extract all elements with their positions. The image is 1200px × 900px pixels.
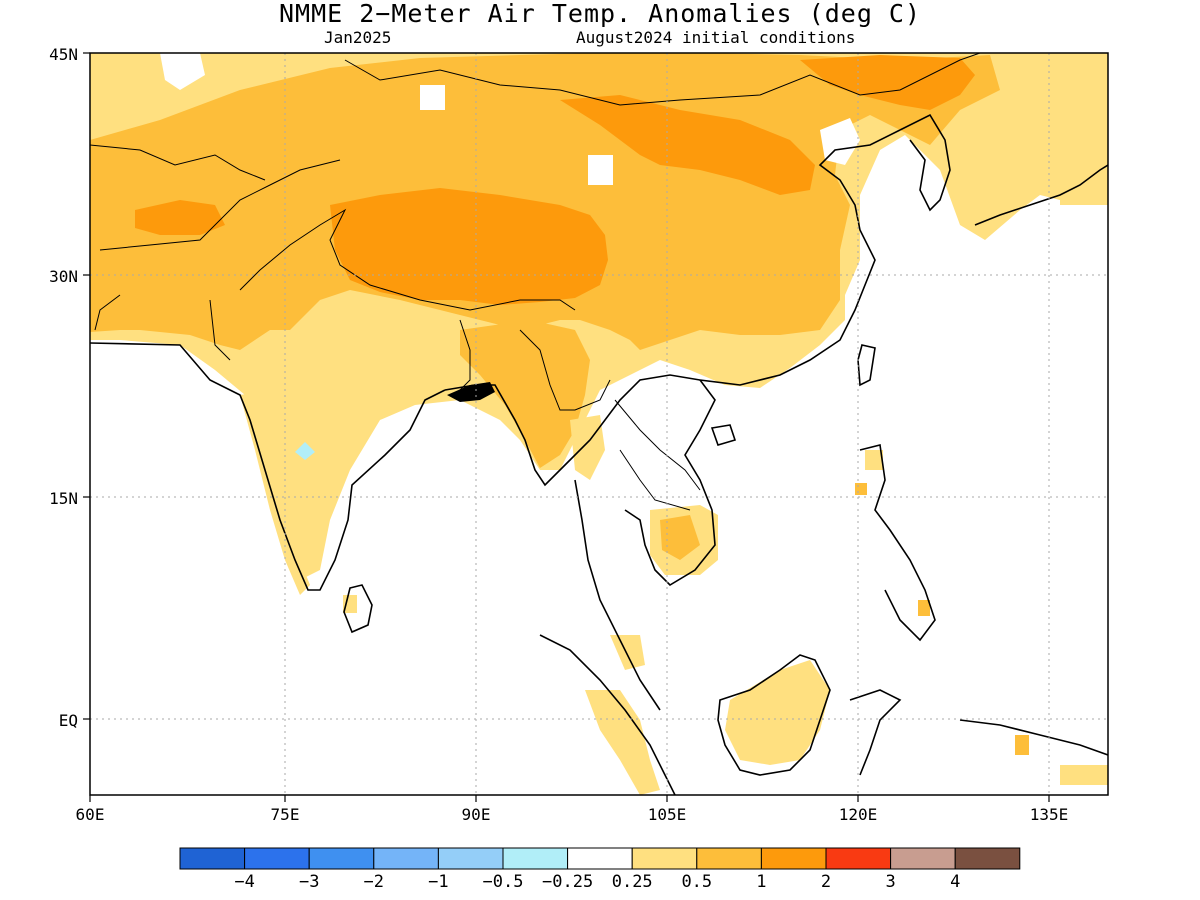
indochina-coast (624, 379, 716, 587)
no-anomaly-patch (820, 118, 860, 165)
bay-of-bengal-coast (444, 374, 701, 487)
colorbar-swatch (308, 847, 375, 870)
border-line (94, 294, 121, 331)
colorbar-swatch (954, 847, 1021, 870)
colorbar-swatch (631, 847, 698, 870)
anomaly-region-darkorange (560, 95, 815, 195)
anomaly-region-orange (90, 53, 1000, 350)
philippines (859, 444, 936, 642)
anomaly-patch (1015, 735, 1029, 755)
colorbar-swatch (760, 847, 827, 870)
anomaly-region-light (240, 390, 310, 595)
anomaly-region-light (570, 415, 605, 480)
sri-lanka (343, 584, 373, 634)
china-coast (699, 129, 901, 386)
lon-tick-label: 105E (648, 805, 687, 824)
anomaly-region-orange (660, 515, 700, 560)
colorbar-label: 4 (950, 872, 960, 892)
sulawesi (849, 689, 902, 776)
border-line (99, 159, 341, 251)
lon-tick-label: 90E (462, 805, 491, 824)
anomaly-region-orange (460, 320, 590, 468)
anomaly-region-light (585, 690, 660, 795)
border-line (344, 53, 981, 106)
map-title: NMME 2−Meter Air Temp. Anomalies (deg C) (278, 0, 922, 28)
axis-ticks (83, 52, 1050, 802)
colorbar-swatch (179, 847, 246, 870)
country-borders (90, 53, 981, 511)
japan (974, 164, 1108, 226)
borneo (717, 654, 831, 776)
anomaly-region-darkorange (330, 188, 608, 305)
cool-anomaly-patch (295, 442, 315, 460)
lat-tick-label: EQ (59, 711, 78, 730)
lat-tick-label: 45N (49, 45, 78, 64)
anomaly-patch (918, 600, 930, 616)
colorbar-label: −3 (299, 872, 319, 892)
lon-tick-label: 120E (839, 805, 878, 824)
border-line (209, 299, 231, 361)
colorbar-swatch (244, 847, 310, 870)
lon-tick-label: 135E (1030, 805, 1069, 824)
anomaly-region-light (725, 660, 830, 765)
colorbar-label: −1 (428, 872, 448, 892)
anomaly-patch (855, 483, 867, 495)
colorbar-label: −0.5 (483, 872, 524, 892)
forecast-month: Jan2025 (324, 28, 392, 47)
lon-tick-label: 75E (271, 805, 300, 824)
gridlines (90, 53, 1108, 795)
no-anomaly-patch (588, 155, 613, 185)
colorbar-label: 1 (756, 872, 766, 892)
colorbar-label: 3 (885, 872, 895, 892)
border-line (239, 208, 576, 311)
border-line (519, 329, 611, 411)
malay-peninsula (574, 479, 661, 711)
colorbar-label: −4 (234, 872, 254, 892)
ganges-delta (447, 382, 495, 402)
anomaly-region-darkorange (800, 55, 975, 110)
colorbar-label: 0.25 (612, 872, 653, 892)
colorbar-swatch (567, 847, 633, 870)
taiwan (857, 344, 876, 387)
anomaly-patch (1060, 155, 1108, 205)
map-frame (89, 52, 1109, 796)
colorbar-label: −0.25 (542, 872, 593, 892)
anomaly-region-darkorange (135, 200, 225, 235)
lat-tick-label: 15N (49, 489, 78, 508)
colorbar-swatch (825, 847, 892, 870)
colorbar-swatch (696, 847, 762, 870)
border-line (614, 399, 701, 491)
map-plot-area (90, 53, 1108, 795)
colorbar-swatch (890, 847, 956, 870)
india-coastline (90, 342, 446, 591)
lat-tick-label: 30N (49, 267, 78, 286)
no-anomaly-patch (160, 53, 205, 90)
border-line (90, 144, 266, 181)
anomaly-region-light (610, 635, 645, 670)
new-guinea (959, 719, 1108, 756)
border-line (619, 449, 691, 511)
coastlines (90, 113, 1108, 795)
colorbar-label: 0.5 (681, 872, 712, 892)
colorbar-swatch (502, 847, 569, 870)
lon-tick-label: 60E (76, 805, 105, 824)
colorbar-label: −2 (364, 872, 384, 892)
anomaly-patch (865, 450, 883, 470)
no-anomaly-patch (420, 85, 445, 110)
border-line (454, 319, 471, 396)
colorbar: −4 −3 −2 −1 −0.5 −0.25 0.25 0.5 1 2 3 4 (179, 847, 1021, 892)
anomaly-patch (1060, 765, 1108, 785)
korea (899, 113, 951, 212)
colorbar-swatch (437, 847, 504, 870)
colorbar-label: 2 (821, 872, 831, 892)
hainan (710, 424, 737, 446)
initial-conditions: August2024 initial conditions (576, 28, 856, 47)
colorbar-swatch (373, 847, 439, 870)
sumatra (539, 634, 676, 795)
